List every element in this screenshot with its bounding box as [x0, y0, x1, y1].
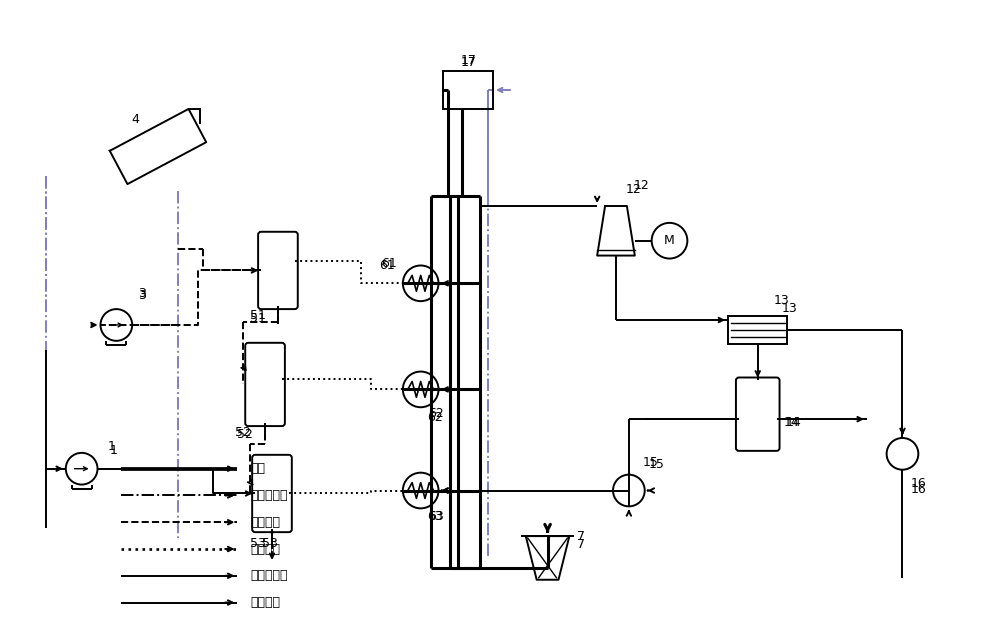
Text: 3: 3 — [138, 288, 146, 302]
Text: 表层海水: 表层海水 — [250, 516, 280, 529]
Text: 淡水: 淡水 — [250, 462, 265, 475]
Text: 63: 63 — [427, 510, 442, 523]
Text: M: M — [664, 234, 675, 247]
Text: 7: 7 — [577, 538, 585, 551]
Text: 17: 17 — [460, 54, 476, 67]
Text: 7: 7 — [577, 529, 585, 543]
Text: 闪蒸蒸汽: 闪蒸蒸汽 — [250, 542, 280, 556]
Text: 51: 51 — [250, 308, 266, 322]
Text: 有机工质: 有机工质 — [250, 596, 280, 609]
Text: 17: 17 — [460, 56, 476, 69]
Bar — [728, 316, 787, 344]
Text: 52: 52 — [237, 428, 253, 440]
Text: 53: 53 — [250, 537, 266, 549]
Text: 63: 63 — [429, 510, 444, 523]
Text: 51: 51 — [250, 312, 266, 324]
Text: 16: 16 — [910, 483, 926, 496]
Text: 52: 52 — [235, 426, 251, 438]
Text: 61: 61 — [381, 257, 397, 270]
Text: 14: 14 — [784, 415, 799, 429]
Text: 12: 12 — [634, 179, 650, 192]
Text: 1: 1 — [109, 444, 117, 458]
Text: 53: 53 — [262, 537, 278, 549]
Text: 16: 16 — [910, 477, 926, 490]
Text: 深层冷海水: 深层冷海水 — [250, 569, 288, 582]
Text: 15: 15 — [649, 458, 665, 471]
Text: 14: 14 — [786, 415, 801, 429]
Text: 15: 15 — [643, 456, 659, 469]
Text: 抽真空管道: 抽真空管道 — [250, 489, 288, 502]
Text: 3: 3 — [138, 287, 146, 300]
Text: 62: 62 — [429, 406, 444, 420]
Text: 13: 13 — [774, 294, 789, 306]
Text: 13: 13 — [782, 302, 797, 315]
Text: 62: 62 — [427, 411, 442, 424]
Text: 61: 61 — [379, 259, 395, 272]
Text: 1: 1 — [107, 440, 115, 453]
Text: 12: 12 — [626, 183, 642, 196]
Text: 4: 4 — [131, 113, 139, 126]
Bar — [443, 71, 493, 109]
